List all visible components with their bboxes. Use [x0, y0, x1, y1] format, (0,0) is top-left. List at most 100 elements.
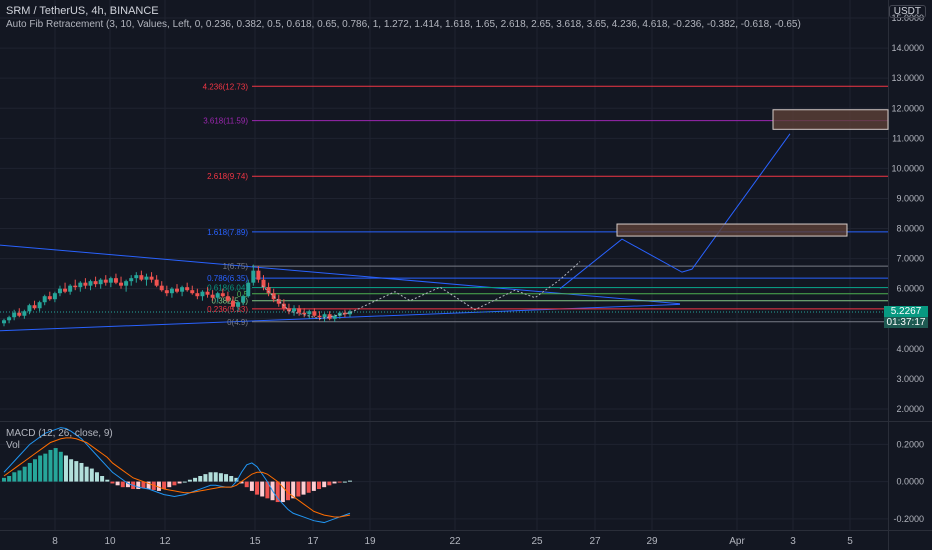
- macd-histogram-bar: [327, 481, 332, 486]
- macd-pane[interactable]: [0, 427, 888, 524]
- candle-body: [57, 288, 62, 294]
- price-tick-label: 4.0000: [896, 344, 924, 354]
- macd-histogram-bar: [48, 449, 53, 482]
- macd-histogram-bar: [301, 481, 306, 495]
- macd-histogram-bar: [125, 481, 130, 488]
- macd-histogram-bar: [74, 461, 79, 482]
- price-tick-label: 15.0000: [891, 13, 924, 23]
- macd-histogram-bar: [136, 481, 141, 490]
- macd-histogram-bar: [255, 481, 260, 495]
- macd-histogram-bar: [317, 481, 322, 490]
- time-tick-label: 8: [52, 536, 58, 547]
- target-zone-box: [616, 223, 848, 237]
- macd-histogram-bar: [38, 455, 43, 482]
- macd-histogram-bar: [17, 470, 22, 482]
- candle-body: [236, 302, 241, 307]
- macd-histogram-bar: [193, 477, 198, 482]
- macd-histogram-bar: [265, 481, 270, 499]
- macd-histogram-bar: [63, 455, 68, 482]
- candle-body: [220, 293, 225, 297]
- candle-body: [276, 299, 281, 304]
- time-tick-label: 5: [847, 536, 853, 547]
- candle-body: [103, 279, 108, 283]
- macd-legend[interactable]: MACD (12, 26, close, 9): [6, 428, 113, 439]
- macd-histogram-bar: [296, 481, 301, 497]
- macd-histogram-bar: [43, 453, 48, 482]
- macd-histogram-bar: [162, 481, 167, 490]
- indicator-legend[interactable]: Auto Fib Retracement (3, 10, Values, Lef…: [6, 19, 801, 30]
- macd-histogram-bar: [27, 462, 32, 482]
- macd-histogram-bar: [260, 481, 265, 497]
- signal-line: [3, 437, 351, 518]
- candle-body: [180, 287, 185, 292]
- candle-body: [190, 290, 195, 294]
- candle-body: [271, 293, 276, 300]
- macd-histogram-bar: [182, 481, 187, 483]
- fib-label: 0.5: [237, 290, 249, 299]
- macd-histogram-bar: [12, 472, 17, 482]
- candle-body: [205, 291, 210, 295]
- fib-levels[interactable]: 4.236(12.73) 3.618(11.59) 2.618(9.74) 1.618…: [0, 82, 888, 327]
- macd-histogram-bar: [291, 481, 296, 499]
- fib-label: 0.786(6.35): [207, 274, 248, 283]
- candle-body: [37, 302, 42, 309]
- macd-histogram-bar: [2, 477, 6, 482]
- candle-body: [342, 312, 347, 315]
- candle-body: [154, 279, 159, 286]
- fib-label: 3.618(11.59): [203, 117, 248, 126]
- time-tick-label: 22: [449, 536, 461, 547]
- time-tick-label: 29: [646, 536, 658, 547]
- candle-body: [230, 300, 235, 307]
- candle-body: [17, 312, 22, 316]
- price-tick-label: 10.0000: [891, 163, 924, 173]
- macd-histogram-bar: [208, 472, 213, 482]
- candle-body: [134, 275, 139, 279]
- candle-body: [93, 281, 98, 285]
- candle-body: [129, 278, 134, 282]
- candle-body: [47, 296, 52, 300]
- candle-body: [7, 317, 12, 321]
- macd-histogram-bar: [311, 481, 316, 491]
- macd-histogram-bar: [115, 481, 120, 486]
- macd-histogram-bar: [198, 476, 203, 482]
- macd-histogram-bar: [146, 481, 151, 490]
- candle-body: [2, 320, 6, 324]
- candle-body: [210, 294, 215, 298]
- time-tick-label: 3: [790, 536, 796, 547]
- symbol-legend[interactable]: SRM / TetherUS, 4h, BINANCE: [6, 5, 159, 17]
- candle-body: [164, 290, 169, 294]
- candle-body: [225, 296, 230, 301]
- time-tick-label: 10: [104, 536, 116, 547]
- candle-body: [149, 276, 154, 280]
- time-axis[interactable]: 8 10 12 15 17 19 22 25 27 29 Apr 3 5: [52, 536, 853, 547]
- fib-label: 2.618(9.74): [207, 172, 248, 181]
- vol-title: Vol: [6, 440, 20, 451]
- indicator-title: Auto Fib Retracement (3, 10, Values, Lef…: [6, 19, 801, 30]
- macd-tick-label: 0.2000: [896, 439, 924, 449]
- candle-body: [337, 312, 342, 316]
- macd-histogram-bar: [218, 473, 223, 482]
- currency-label[interactable]: USDT: [888, 5, 926, 18]
- fib-label: 0.236(5.33): [207, 305, 248, 314]
- target-zones[interactable]: [616, 109, 889, 237]
- vol-legend[interactable]: Vol: [6, 440, 20, 451]
- candle-body: [256, 270, 261, 280]
- candle-body: [307, 311, 312, 315]
- fib-label: 0.382(5.6): [212, 297, 249, 306]
- price-tick-label: 8.0000: [896, 224, 924, 234]
- projected-path: [261, 261, 581, 320]
- macd-histogram-bar: [7, 476, 12, 482]
- macd-histogram-bar: [348, 480, 352, 482]
- candle-body: [317, 315, 322, 318]
- last-price-tag: 5.2267: [884, 305, 928, 317]
- time-tick-label: 19: [364, 536, 376, 547]
- candle-body: [119, 282, 124, 286]
- candle-body: [124, 281, 129, 286]
- macd-histogram-bar: [275, 481, 280, 503]
- fib-label: 0.618(6.04): [207, 283, 248, 292]
- candle-body: [241, 296, 246, 303]
- time-tick-label: 15: [249, 536, 261, 547]
- fib-label: 1.618(7.89): [207, 228, 248, 237]
- macd-tick-label: 0.0000: [896, 477, 924, 487]
